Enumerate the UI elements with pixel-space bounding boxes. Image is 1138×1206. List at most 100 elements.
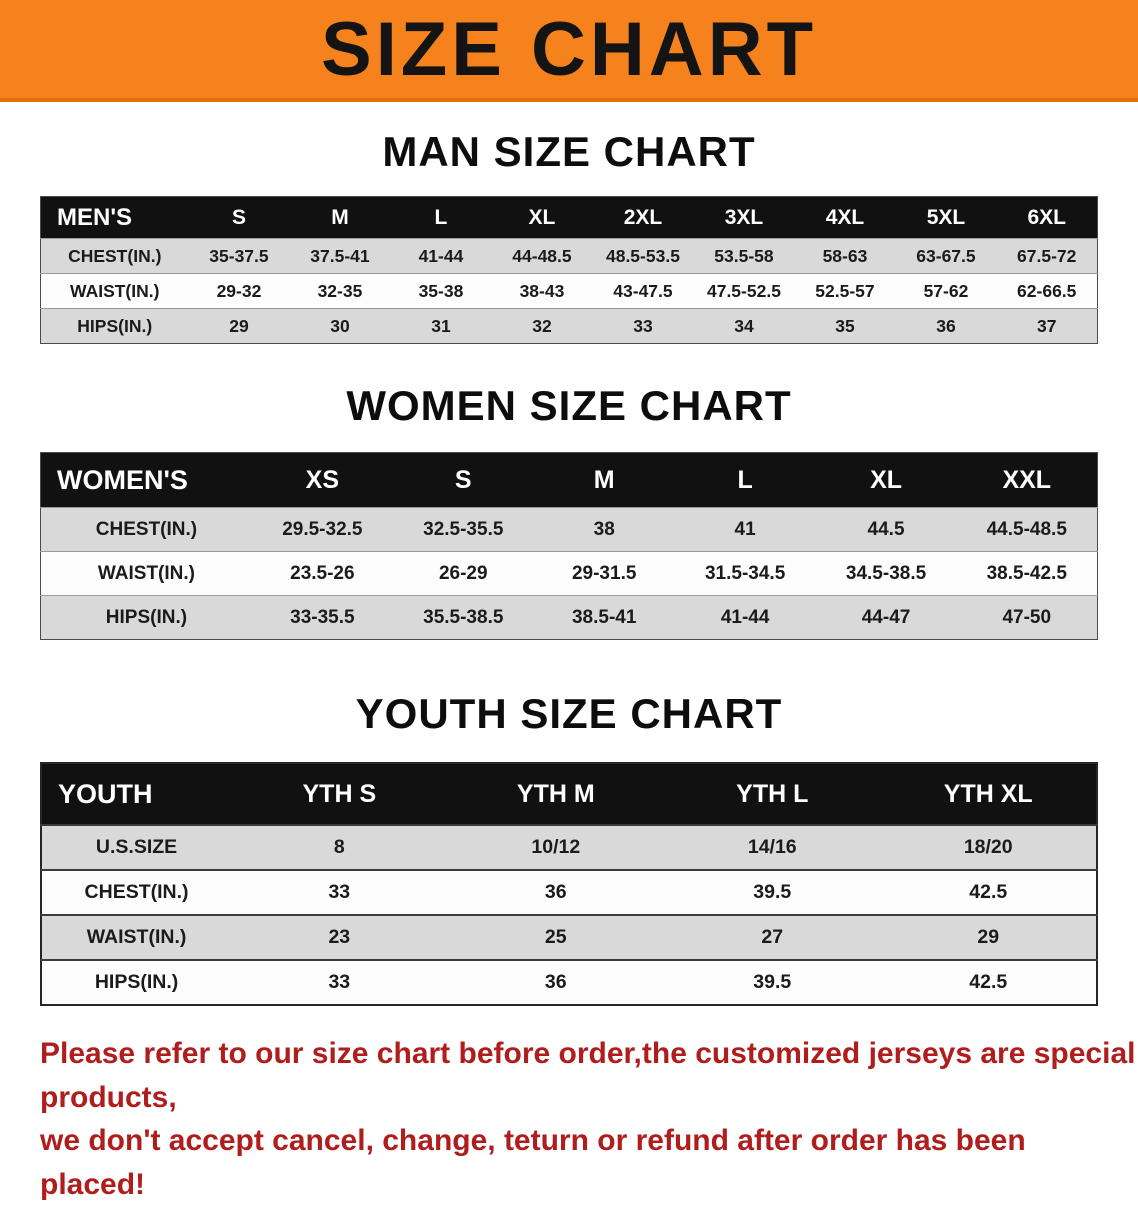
size-cell: 31.5-34.5 bbox=[674, 551, 816, 596]
men-size-header-s: S bbox=[188, 196, 290, 239]
men-hips-row: HIPS(IN.) 29 30 31 32 33 34 35 36 37 bbox=[40, 308, 1098, 344]
youth-size-header-m: YTH M bbox=[447, 763, 665, 825]
size-cell: 58-63 bbox=[794, 238, 896, 274]
size-cell: 29-32 bbox=[188, 273, 290, 309]
youth-table-title: YOUTH bbox=[41, 763, 232, 825]
row-label: CHEST(IN.) bbox=[40, 238, 189, 274]
size-cell: 39.5 bbox=[664, 869, 881, 915]
disclaimer-line-2: we don't accept cancel, change, teturn o… bbox=[40, 1124, 1026, 1201]
men-chest-row: CHEST(IN.) 35-37.5 37.5-41 41-44 44-48.5… bbox=[40, 238, 1098, 274]
size-cell: 48.5-53.5 bbox=[592, 238, 694, 274]
size-cell: 32 bbox=[491, 308, 593, 344]
size-cell: 38.5-42.5 bbox=[956, 551, 1098, 596]
men-size-header-5xl: 5XL bbox=[895, 196, 997, 239]
size-cell: 31 bbox=[390, 308, 492, 344]
size-cell: 38 bbox=[533, 507, 675, 552]
row-label: HIPS(IN.) bbox=[40, 595, 252, 640]
size-cell: 34 bbox=[693, 308, 795, 344]
size-cell: 14/16 bbox=[664, 824, 881, 870]
size-cell: 23 bbox=[231, 914, 448, 960]
men-size-header-l: L bbox=[390, 196, 492, 239]
size-cell: 35.5-38.5 bbox=[392, 595, 534, 640]
size-cell: 62-66.5 bbox=[996, 273, 1098, 309]
size-cell: 32.5-35.5 bbox=[392, 507, 534, 552]
size-cell: 23.5-26 bbox=[251, 551, 393, 596]
size-cell: 41-44 bbox=[674, 595, 816, 640]
size-cell: 44-47 bbox=[815, 595, 957, 640]
size-cell: 35-38 bbox=[390, 273, 492, 309]
size-cell: 33 bbox=[231, 869, 448, 915]
men-size-header-6xl: 6XL bbox=[996, 196, 1098, 239]
size-cell: 36 bbox=[447, 869, 665, 915]
size-cell: 33-35.5 bbox=[251, 595, 393, 640]
size-cell: 36 bbox=[447, 959, 665, 1005]
size-cell: 67.5-72 bbox=[996, 238, 1098, 274]
women-size-header-xl: XL bbox=[815, 452, 957, 508]
women-size-header-xs: XS bbox=[251, 452, 393, 508]
size-cell: 41 bbox=[674, 507, 816, 552]
size-cell: 29 bbox=[188, 308, 290, 344]
men-header-row: MEN'S S M L XL 2XL 3XL 4XL 5XL 6XL bbox=[40, 196, 1098, 239]
row-label: HIPS(IN.) bbox=[40, 308, 189, 344]
row-label: CHEST(IN.) bbox=[41, 869, 232, 915]
women-size-table: WOMEN'S XS S M L XL XXL CHEST(IN.) 29.5-… bbox=[40, 452, 1098, 640]
youth-chest-row: CHEST(IN.) 33 36 39.5 42.5 bbox=[41, 869, 1097, 915]
row-label: WAIST(IN.) bbox=[41, 914, 232, 960]
size-cell: 32-35 bbox=[289, 273, 391, 309]
size-cell: 18/20 bbox=[880, 824, 1097, 870]
size-cell: 27 bbox=[664, 914, 881, 960]
disclaimer-line-1: Please refer to our size chart before or… bbox=[40, 1037, 1136, 1114]
row-label: HIPS(IN.) bbox=[41, 959, 232, 1005]
size-cell: 29-31.5 bbox=[533, 551, 675, 596]
size-cell: 44.5 bbox=[815, 507, 957, 552]
men-waist-row: WAIST(IN.) 29-32 32-35 35-38 38-43 43-47… bbox=[40, 273, 1098, 309]
size-cell: 42.5 bbox=[880, 959, 1097, 1005]
size-cell: 41-44 bbox=[390, 238, 492, 274]
women-waist-row: WAIST(IN.) 23.5-26 26-29 29-31.5 31.5-34… bbox=[40, 551, 1098, 596]
size-cell: 34.5-38.5 bbox=[815, 551, 957, 596]
youth-section-heading: YOUTH SIZE CHART bbox=[355, 690, 783, 737]
size-cell: 38.5-41 bbox=[533, 595, 675, 640]
size-cell: 43-47.5 bbox=[592, 273, 694, 309]
page-title: SIZE CHART bbox=[321, 6, 817, 92]
size-cell: 33 bbox=[592, 308, 694, 344]
size-cell: 35 bbox=[794, 308, 896, 344]
size-cell: 53.5-58 bbox=[693, 238, 795, 274]
size-cell: 25 bbox=[447, 914, 665, 960]
size-cell: 47.5-52.5 bbox=[693, 273, 795, 309]
men-section-heading: MAN SIZE CHART bbox=[382, 128, 756, 175]
youth-size-header-s: YTH S bbox=[231, 763, 448, 825]
women-chest-row: CHEST(IN.) 29.5-32.5 32.5-35.5 38 41 44.… bbox=[40, 507, 1098, 552]
youth-size-header-xl: YTH XL bbox=[880, 763, 1097, 825]
size-cell: 42.5 bbox=[880, 869, 1097, 915]
women-size-header-s: S bbox=[392, 452, 534, 508]
men-size-header-xl: XL bbox=[491, 196, 593, 239]
size-cell: 8 bbox=[231, 824, 448, 870]
size-cell: 36 bbox=[895, 308, 997, 344]
row-label: U.S.SIZE bbox=[41, 824, 232, 870]
row-label: CHEST(IN.) bbox=[40, 507, 252, 552]
size-cell: 33 bbox=[231, 959, 448, 1005]
size-cell: 44-48.5 bbox=[491, 238, 593, 274]
women-header-row: WOMEN'S XS S M L XL XXL bbox=[40, 452, 1098, 508]
men-size-header-4xl: 4XL bbox=[794, 196, 896, 239]
women-hips-row: HIPS(IN.) 33-35.5 35.5-38.5 38.5-41 41-4… bbox=[40, 595, 1098, 640]
men-size-header-2xl: 2XL bbox=[592, 196, 694, 239]
youth-hips-row: HIPS(IN.) 33 36 39.5 42.5 bbox=[41, 959, 1097, 1005]
size-cell: 35-37.5 bbox=[188, 238, 290, 274]
disclaimer-note: Please refer to our size chart before or… bbox=[40, 1032, 1138, 1206]
size-cell: 30 bbox=[289, 308, 391, 344]
women-size-header-l: L bbox=[674, 452, 816, 508]
men-size-header-m: M bbox=[289, 196, 391, 239]
row-label: WAIST(IN.) bbox=[40, 273, 189, 309]
size-cell: 26-29 bbox=[392, 551, 534, 596]
men-size-table: MEN'S S M L XL 2XL 3XL 4XL 5XL 6XL CHEST… bbox=[40, 196, 1098, 344]
row-label: WAIST(IN.) bbox=[40, 551, 252, 596]
size-cell: 39.5 bbox=[664, 959, 881, 1005]
women-size-header-m: M bbox=[533, 452, 675, 508]
size-cell: 63-67.5 bbox=[895, 238, 997, 274]
size-cell: 38-43 bbox=[491, 273, 593, 309]
size-cell: 47-50 bbox=[956, 595, 1098, 640]
size-cell: 37.5-41 bbox=[289, 238, 391, 274]
size-cell: 57-62 bbox=[895, 273, 997, 309]
